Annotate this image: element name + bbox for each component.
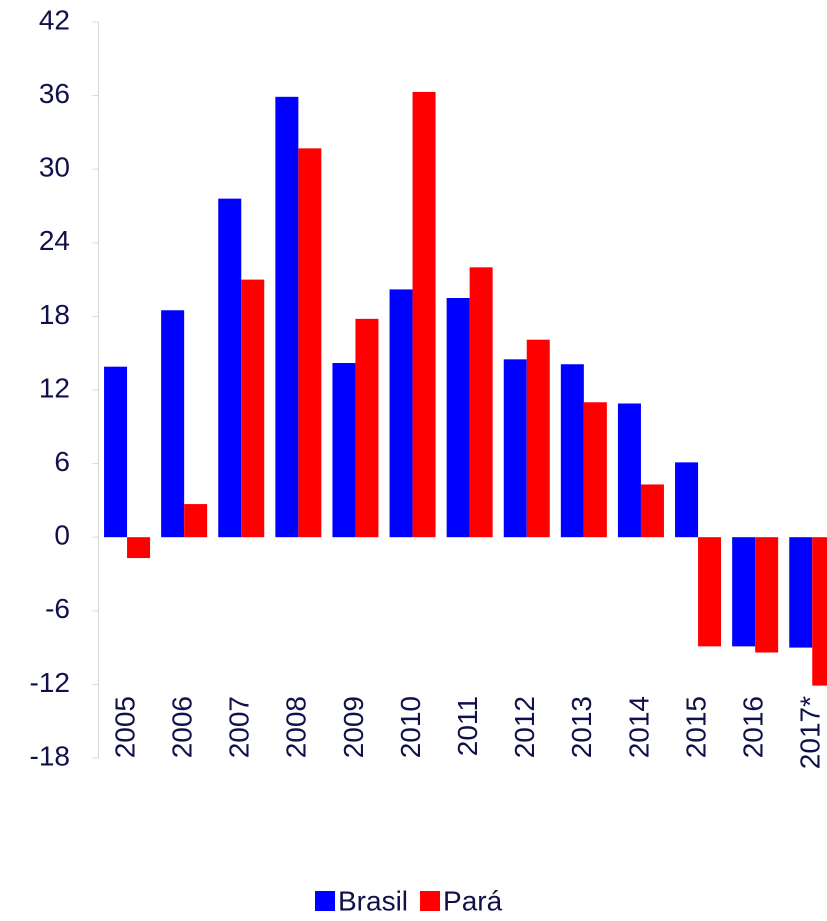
x-tick-label: 2017* <box>795 696 826 769</box>
y-tick-label: 0 <box>54 520 70 551</box>
bar <box>812 537 827 686</box>
bar <box>389 289 413 538</box>
y-tick-label: 18 <box>39 299 70 330</box>
bar <box>275 96 299 538</box>
x-tick-label: 2006 <box>167 696 198 758</box>
x-tick-label: 2013 <box>566 696 597 758</box>
x-tick-label: 2016 <box>738 696 769 758</box>
bar <box>675 462 699 538</box>
bar <box>755 537 779 653</box>
bar <box>469 267 493 538</box>
bar <box>412 91 436 538</box>
bar <box>583 402 607 538</box>
bar <box>332 363 356 538</box>
x-tick-label: 2005 <box>109 696 140 758</box>
x-tick-label: 2007 <box>224 696 255 758</box>
legend-swatch <box>315 891 335 911</box>
y-tick-label: 36 <box>39 78 70 109</box>
y-tick-label: -18 <box>30 740 70 771</box>
bar <box>218 198 242 538</box>
bar <box>732 537 756 647</box>
bar <box>698 537 722 647</box>
bar <box>617 403 641 538</box>
y-tick-label: -12 <box>30 667 70 698</box>
x-tick-label: 2008 <box>281 696 312 758</box>
legend-label: Brasil <box>338 885 408 916</box>
bar <box>503 359 527 538</box>
y-tick-label: 12 <box>39 372 70 403</box>
bar <box>526 339 550 538</box>
legend-label: Pará <box>443 885 503 916</box>
y-tick-label: -6 <box>45 593 70 624</box>
bar <box>789 537 813 648</box>
bar <box>560 364 584 538</box>
x-tick-label: 2009 <box>338 696 369 758</box>
bar <box>355 318 379 538</box>
x-tick-label: 2014 <box>623 696 654 758</box>
bar <box>298 148 322 538</box>
bar <box>184 504 208 538</box>
x-tick-label: 2015 <box>680 696 711 758</box>
y-tick-label: 42 <box>39 4 70 35</box>
bar <box>640 484 664 538</box>
y-tick-label: 6 <box>54 446 70 477</box>
x-tick-label: 2011 <box>452 696 483 756</box>
bar <box>161 310 185 538</box>
bar <box>241 279 265 538</box>
x-tick-label: 2012 <box>509 696 540 758</box>
x-tick-label: 2010 <box>395 696 426 758</box>
y-tick-label: 30 <box>39 152 70 183</box>
bar <box>104 366 128 538</box>
bar <box>127 537 151 559</box>
bar <box>446 298 470 538</box>
legend-swatch <box>420 891 441 911</box>
y-tick-label: 24 <box>39 225 70 256</box>
